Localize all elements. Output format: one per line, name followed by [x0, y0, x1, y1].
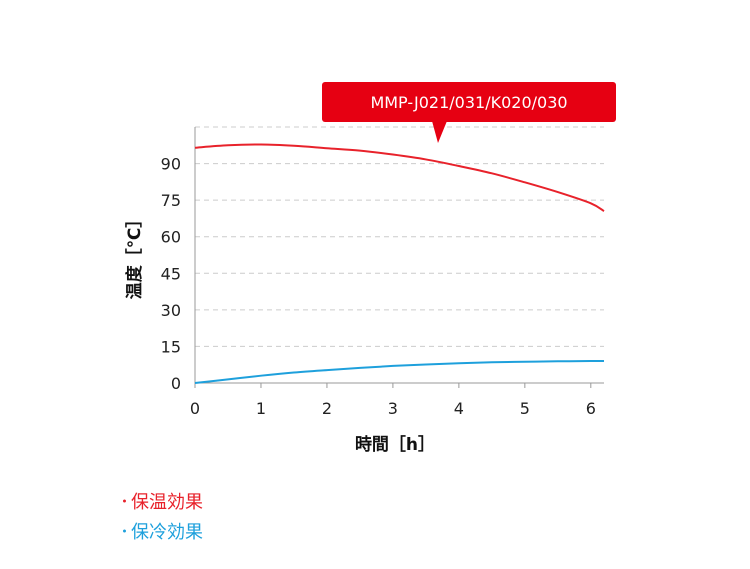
- x-tick-label: 2: [322, 399, 332, 418]
- callout-box: [322, 82, 616, 122]
- callout-pointer: [432, 121, 447, 143]
- grid-lines: [195, 126, 604, 347]
- y-axis-title: 温度［℃］: [124, 211, 145, 300]
- y-tick-label: 30: [161, 301, 181, 320]
- y-tick-labels: 0 15 30 45 60 75 90: [161, 155, 181, 393]
- x-tick-label: 5: [520, 399, 530, 418]
- y-tick-label: 90: [161, 155, 181, 174]
- legend-label-heat: 保温効果: [131, 492, 203, 513]
- y-tick-label: 0: [171, 374, 181, 393]
- x-axis-title: 時間［h］: [355, 434, 435, 455]
- x-tick-labels: 0 1 2 3 4 5 6: [190, 383, 596, 418]
- legend-bullet: ･: [120, 522, 129, 543]
- y-tick-label: 15: [161, 337, 181, 356]
- x-tick-label: 1: [256, 399, 266, 418]
- callout: MMP-J021/031/K020/030: [322, 82, 616, 143]
- legend-item-cold: ･保冷効果: [120, 521, 203, 545]
- x-tick-label: 3: [388, 399, 398, 418]
- legend-label-cold: 保冷効果: [131, 522, 203, 543]
- x-tick-label: 6: [586, 399, 596, 418]
- series-line-cold: [194, 360, 605, 384]
- series-line-heat: [194, 143, 605, 212]
- legend-item-heat: ･保温効果: [120, 491, 203, 515]
- x-tick-label: 0: [190, 399, 200, 418]
- y-tick-label: 75: [161, 191, 181, 210]
- callout-label: MMP-J021/031/K020/030: [370, 93, 567, 112]
- legend-bullet: ･: [120, 492, 129, 513]
- x-tick-label: 4: [454, 399, 464, 418]
- y-tick-label: 60: [161, 228, 181, 247]
- y-tick-label: 45: [161, 264, 181, 283]
- series-lines: [194, 143, 605, 384]
